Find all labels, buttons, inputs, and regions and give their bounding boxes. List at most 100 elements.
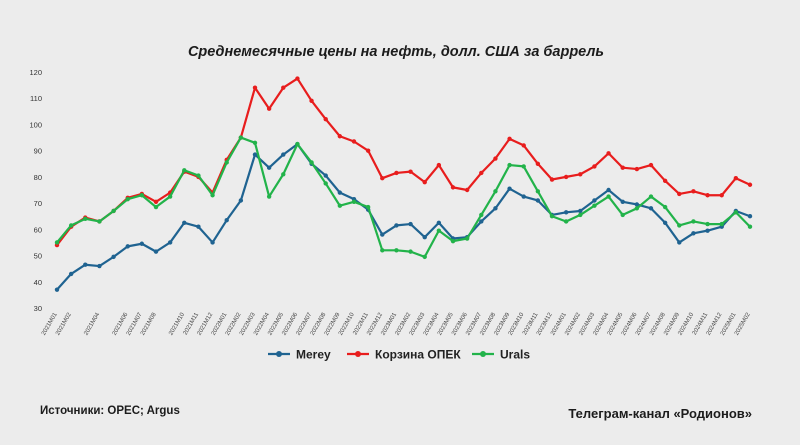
data-point (224, 160, 229, 165)
data-point (252, 152, 258, 157)
y-tick-label: 30 (34, 304, 42, 313)
data-point (380, 248, 385, 253)
data-point (380, 232, 385, 237)
y-tick-label: 50 (34, 252, 42, 261)
data-point (535, 161, 541, 166)
data-point (408, 221, 413, 227)
data-point (309, 98, 314, 104)
data-point (733, 176, 739, 181)
y-tick-label: 90 (34, 147, 42, 156)
data-point (620, 165, 625, 170)
data-point (153, 249, 159, 254)
data-point (210, 240, 215, 245)
data-point (677, 240, 682, 245)
legend-swatch-marker (480, 351, 486, 357)
data-point (68, 271, 74, 277)
data-point (111, 254, 116, 260)
data-point (549, 177, 555, 182)
data-point (606, 151, 611, 156)
data-point (309, 160, 314, 165)
data-point (295, 141, 300, 147)
data-point (479, 170, 484, 176)
y-tick-label: 80 (34, 173, 42, 182)
data-point (365, 148, 371, 153)
data-point (281, 152, 286, 157)
legend-swatch-marker (276, 351, 282, 357)
chart-title: Среднемесячные цены на нефть, долл. США … (188, 44, 604, 60)
data-point (68, 223, 74, 228)
data-point (167, 194, 173, 199)
data-point (691, 219, 696, 224)
data-point (380, 176, 385, 181)
data-point (705, 228, 710, 233)
data-point (507, 186, 512, 191)
data-point (464, 236, 470, 241)
data-point (648, 162, 654, 168)
data-point (266, 165, 272, 170)
data-point (125, 196, 130, 202)
data-point (479, 219, 484, 224)
data-point (139, 193, 145, 198)
y-tick-label: 70 (34, 199, 42, 208)
series-line-2 (55, 136, 752, 258)
data-point (747, 224, 753, 229)
data-point (139, 241, 145, 246)
data-point (563, 210, 569, 215)
data-point (479, 212, 484, 218)
data-point (747, 214, 753, 219)
data-point (351, 199, 357, 204)
x-tick-label: 2021M04 (83, 311, 101, 336)
data-point (252, 85, 258, 90)
data-point (662, 178, 668, 184)
data-point (634, 206, 640, 211)
data-point (337, 203, 343, 208)
legend-label: Корзина ОПЕК (375, 348, 461, 362)
y-tick-label: 110 (30, 94, 42, 103)
data-point (125, 244, 130, 249)
data-point (295, 76, 300, 81)
data-point (691, 231, 696, 236)
data-point (549, 214, 555, 219)
source-note: Источники: OPEC; Argus (40, 405, 180, 417)
data-point (705, 221, 710, 227)
y-tick-label: 60 (34, 225, 42, 234)
series-line-0 (55, 143, 752, 291)
data-point (507, 136, 512, 142)
data-point (719, 193, 724, 198)
data-point (408, 169, 413, 174)
data-point (394, 170, 399, 176)
data-point (578, 208, 583, 214)
data-point (592, 203, 597, 208)
data-point (97, 219, 102, 224)
y-tick-label: 100 (29, 120, 42, 129)
data-point (182, 168, 187, 173)
data-point (54, 240, 60, 245)
series-line-1 (55, 77, 752, 247)
data-point (634, 166, 640, 172)
data-point (281, 172, 286, 177)
data-point (337, 190, 343, 195)
data-point (521, 194, 526, 199)
data-point (493, 156, 498, 161)
data-point (111, 208, 116, 214)
data-point (493, 206, 498, 211)
data-point (578, 212, 583, 218)
data-point (351, 139, 357, 144)
data-point (719, 221, 724, 227)
data-point (691, 189, 696, 194)
legend-label: Merey (296, 348, 331, 362)
data-point (606, 194, 611, 199)
data-point (436, 220, 442, 225)
data-point (464, 187, 470, 193)
data-point (252, 140, 258, 145)
data-point (606, 187, 611, 193)
data-point (196, 173, 201, 178)
data-point (182, 220, 187, 225)
data-point (97, 263, 102, 269)
data-point (266, 106, 272, 111)
data-point (337, 134, 343, 139)
legend-swatch-marker (355, 351, 361, 357)
